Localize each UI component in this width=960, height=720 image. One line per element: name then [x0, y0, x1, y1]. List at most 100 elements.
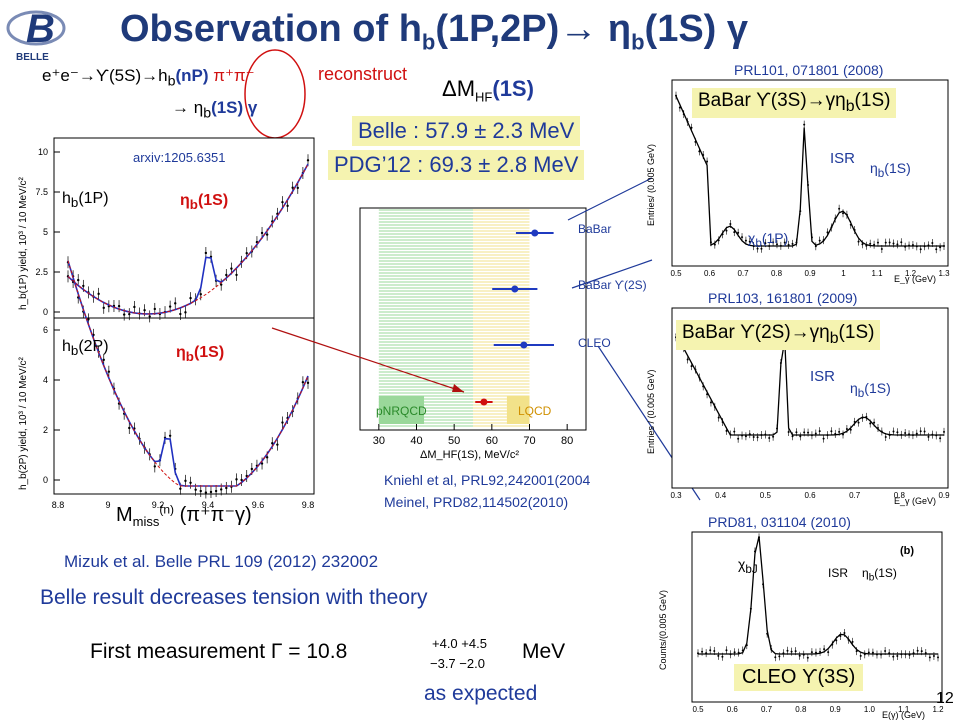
data-point — [859, 654, 862, 657]
right-xtick: 0.8 — [771, 269, 783, 278]
data-point — [772, 435, 775, 438]
data-point — [826, 231, 829, 234]
ytick-bot: 6 — [43, 325, 48, 335]
right-xtick: 0.8 — [894, 491, 906, 500]
xlabel-mmiss: Mmiss(n) (π⁺π⁻γ) — [116, 502, 252, 529]
data-point — [814, 432, 817, 435]
data-point — [733, 430, 736, 433]
data-point — [807, 431, 810, 434]
data-point — [867, 651, 870, 654]
ytick-top: 10 — [38, 147, 48, 157]
data-point — [245, 251, 248, 255]
data-point — [932, 655, 935, 658]
right-xtick: 1.1 — [898, 705, 910, 714]
right-xtick: 1.2 — [932, 705, 944, 714]
etab-bot-label: ηb(1S) — [176, 344, 225, 365]
ytick-bot: 0 — [43, 475, 48, 485]
data-point — [128, 426, 131, 430]
data-point — [892, 655, 895, 658]
data-point — [721, 655, 724, 658]
etab-top-label: ηb(1S) — [180, 192, 229, 213]
reaction-line-2: → ηb(1S) γ — [172, 98, 258, 122]
center-xtick: 60 — [486, 435, 498, 447]
data-point — [904, 432, 907, 435]
ylabel-top: h_b(1P) yield, 10³ / 10 MeV/c² — [18, 176, 29, 310]
data-point — [869, 242, 872, 245]
right-xtick: 1.1 — [871, 269, 883, 278]
data-point — [744, 239, 747, 242]
right-ref-2: PRL103, 161801 (2009) — [708, 290, 858, 306]
bottom-histogram — [66, 256, 310, 499]
fit-curve — [675, 333, 944, 436]
data-point — [744, 435, 747, 438]
data-point — [153, 307, 157, 311]
data-point — [706, 160, 709, 163]
data-point — [276, 443, 279, 446]
data-point — [790, 650, 793, 653]
data-point — [830, 430, 833, 433]
fit-curve — [675, 95, 944, 247]
right-xtick: 0.7 — [849, 491, 861, 500]
data-point — [873, 421, 876, 424]
data-point — [943, 430, 945, 433]
etab-right-2: ηb(1S) — [850, 380, 891, 400]
right-xtick: 1 — [841, 269, 846, 278]
data-point — [713, 650, 716, 653]
data-point — [117, 304, 121, 308]
data-point — [810, 651, 813, 654]
data-point — [709, 649, 712, 652]
data-point — [265, 233, 269, 236]
mizuk-ref: Mizuk et al. Belle PRL 109 (2012) 232002 — [64, 552, 379, 571]
data-point — [857, 240, 860, 243]
data-point — [756, 436, 759, 439]
isr-1: ISR — [830, 150, 856, 167]
slide-number: 12 — [936, 690, 954, 707]
data-point — [281, 421, 284, 424]
data-point — [931, 241, 934, 244]
first-measurement: First measurement Γ = 10.8 — [90, 640, 348, 663]
data-point — [128, 312, 131, 316]
data-point — [77, 278, 80, 282]
babar-2s-box: BaBar ϒ(2S)→γηb(1S) — [676, 320, 881, 350]
reconstruct-label: reconstruct — [318, 64, 408, 84]
right-xtick: 1.2 — [905, 269, 917, 278]
chibj-label: χbJ — [738, 556, 758, 576]
center-comparison-plot: 30 40 50 60 70 80 ΔM_HF(1S), MeV/c² — [359, 207, 587, 461]
cleo-3s-box: CLEO ϒ(3S) — [734, 664, 864, 691]
data-point — [189, 296, 192, 300]
lqcd-label: LQCD — [518, 404, 552, 418]
data-point — [102, 358, 105, 362]
data-point — [168, 305, 172, 308]
data-point — [787, 243, 790, 246]
data-point — [764, 242, 767, 245]
right-xtick: 0.7 — [761, 705, 773, 714]
data-point — [82, 284, 85, 288]
data-point — [937, 656, 939, 659]
right-xtick: 0.6 — [727, 705, 739, 714]
measurement-point — [531, 229, 539, 237]
right1-xlabel: E_γ (GeV) — [894, 274, 936, 284]
data-point — [133, 305, 136, 309]
fit-curve — [698, 536, 938, 655]
data-point — [713, 243, 716, 246]
center-xlabel: ΔM_HF(1S), MeV/c² — [420, 449, 519, 461]
data-point — [798, 654, 801, 657]
data-point — [214, 489, 218, 493]
right-xtick: 0.9 — [830, 705, 842, 714]
center-label-babar1: BaBar — [578, 222, 612, 236]
xtick-left: 8.8 — [52, 500, 65, 510]
measurement-point — [480, 398, 488, 406]
data-point — [927, 435, 930, 438]
left-mass-plot: 10 7.5 5 2.5 0 6 4 2 0 8.8 9 9.2 9.4 9.6 9.8 h_b(1P)… — [18, 137, 315, 510]
data-point — [892, 430, 895, 433]
center-xtick: 80 — [561, 435, 573, 447]
data-point — [235, 273, 238, 277]
pnrqcd-label: pNRQCD — [376, 404, 427, 418]
right3-ylabel: Counts/(0.005 GeV) — [658, 590, 668, 670]
reaction-line-1: e⁺e⁻→ϒ(5S)→hb(nP) π⁺π⁻ — [42, 66, 255, 90]
xtick-left: 9.2 — [152, 500, 165, 510]
data-point — [741, 236, 744, 239]
data-point — [709, 401, 712, 404]
ytick-top: 7.5 — [35, 187, 48, 197]
data-point — [915, 432, 918, 435]
